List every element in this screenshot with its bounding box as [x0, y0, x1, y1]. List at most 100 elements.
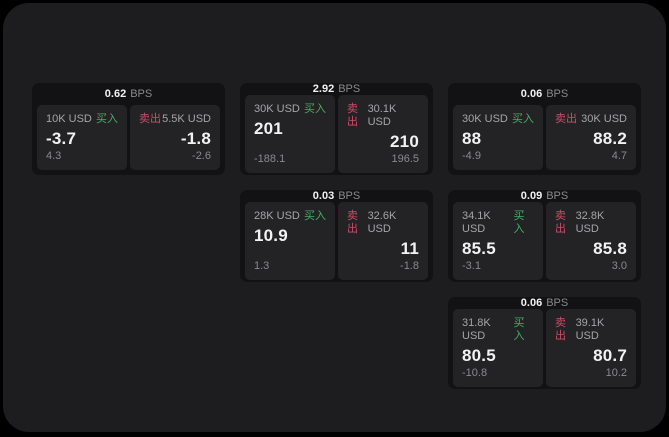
- bps-value: 0.06: [520, 88, 543, 100]
- buy-header-row: 30K USD 买入: [254, 103, 326, 116]
- sell-label[interactable]: 卖出: [555, 113, 577, 125]
- buy-value: 88: [462, 129, 482, 148]
- buy-label[interactable]: 买入: [513, 210, 525, 235]
- buy-panel[interactable]: 10K USD 买入 -3.7 4.3: [37, 105, 127, 170]
- sell-amount: 30.1K USD: [367, 103, 397, 128]
- buy-panel[interactable]: 30K USD 买入 201 -188.1: [245, 95, 335, 173]
- buy-label[interactable]: 买入: [513, 317, 525, 342]
- sell-panel[interactable]: 卖出 39.1K USD 80.7 10.2: [546, 309, 636, 387]
- sell-label[interactable]: 卖出: [555, 210, 566, 235]
- sell-value: -1.8: [180, 129, 211, 148]
- buy-panel[interactable]: 30K USD 买入 88 -4.9: [453, 105, 543, 170]
- quote-card: 0.06 BPS 30K USD 买入 88 -4.9 卖出 30K USD 8…: [448, 83, 641, 175]
- sell-delta: 3.0: [611, 260, 627, 272]
- bps-unit-label: BPS: [338, 190, 361, 202]
- sell-delta: 10.2: [605, 367, 627, 379]
- sell-value: 88.2: [593, 129, 627, 148]
- cards-grid: 0.62 BPS 10K USD 买入 -3.7 4.3 卖出 5.5K USD…: [32, 83, 641, 389]
- sell-delta: 4.7: [611, 150, 627, 162]
- sell-panel[interactable]: 卖出 32.6K USD 11 -1.8: [338, 202, 428, 280]
- buy-amount: 34.1K USD: [462, 210, 491, 235]
- card-header: 2.92 BPS: [240, 83, 433, 95]
- sell-header-row: 卖出 32.8K USD: [555, 210, 627, 236]
- buy-value: 10.9: [254, 226, 288, 245]
- bps-unit-label: BPS: [546, 297, 569, 309]
- sell-label[interactable]: 卖出: [347, 103, 358, 128]
- sell-panel[interactable]: 卖出 30.1K USD 210 196.5: [338, 95, 428, 173]
- buy-panel[interactable]: 31.8K USD 买入 80.5 -10.8: [453, 309, 543, 387]
- sell-value: 11: [400, 239, 419, 258]
- sell-amount: 5.5K USD: [162, 113, 211, 125]
- sell-delta: -2.6: [192, 150, 211, 162]
- sell-header-row: 卖出 39.1K USD: [555, 317, 627, 343]
- card-body: 31.8K USD 买入 80.5 -10.8 卖出 39.1K USD 80.…: [448, 309, 641, 392]
- buy-amount: 28K USD: [254, 210, 300, 222]
- sell-panel[interactable]: 卖出 30K USD 88.2 4.7: [546, 105, 636, 170]
- sell-value: 85.8: [593, 239, 627, 258]
- bps-unit-label: BPS: [546, 88, 569, 100]
- sell-delta: 196.5: [391, 153, 419, 165]
- sell-header-row: 卖出 5.5K USD: [139, 113, 211, 126]
- bps-unit-label: BPS: [130, 88, 153, 100]
- buy-value: -3.7: [46, 129, 77, 148]
- quote-card: 0.09 BPS 34.1K USD 买入 85.5 -3.1 卖出 32.8K…: [448, 190, 641, 282]
- sell-panel[interactable]: 卖出 5.5K USD -1.8 -2.6: [130, 105, 220, 170]
- buy-delta: -3.1: [462, 260, 481, 272]
- quote-card: 0.03 BPS 28K USD 买入 10.9 1.3 卖出 32.6K US…: [240, 190, 433, 282]
- bps-value: 0.06: [520, 297, 543, 309]
- bps-unit-label: BPS: [338, 83, 361, 95]
- bps-value: 0.09: [520, 190, 543, 202]
- buy-delta: -10.8: [462, 367, 488, 379]
- quote-card: 0.62 BPS 10K USD 买入 -3.7 4.3 卖出 5.5K USD…: [32, 83, 225, 175]
- sell-amount: 32.6K USD: [367, 210, 397, 235]
- sell-label[interactable]: 卖出: [347, 210, 358, 235]
- buy-header-row: 31.8K USD 买入: [462, 317, 534, 343]
- card-header: 0.06 BPS: [448, 83, 641, 105]
- buy-value: 85.5: [462, 239, 496, 258]
- buy-label[interactable]: 买入: [304, 210, 326, 222]
- buy-delta: 1.3: [254, 260, 270, 272]
- buy-value: 80.5: [462, 346, 496, 365]
- buy-amount: 31.8K USD: [462, 317, 491, 342]
- buy-panel[interactable]: 28K USD 买入 10.9 1.3: [245, 202, 335, 280]
- sell-panel[interactable]: 卖出 32.8K USD 85.8 3.0: [546, 202, 636, 280]
- buy-delta: 4.3: [46, 150, 62, 162]
- main-panel: 0.62 BPS 10K USD 买入 -3.7 4.3 卖出 5.5K USD…: [3, 3, 666, 432]
- sell-amount: 30K USD: [581, 113, 627, 125]
- card-body: 30K USD 买入 88 -4.9 卖出 30K USD 88.2 4.7: [448, 105, 641, 175]
- buy-amount: 10K USD: [46, 113, 92, 125]
- card-header: 0.62 BPS: [32, 83, 225, 105]
- buy-label[interactable]: 买入: [96, 113, 118, 125]
- sell-delta: -1.8: [400, 260, 419, 272]
- card-body: 34.1K USD 买入 85.5 -3.1 卖出 32.8K USD 85.8…: [448, 202, 641, 285]
- sell-label[interactable]: 卖出: [555, 317, 566, 342]
- bps-value: 2.92: [312, 83, 335, 95]
- quote-card: 0.06 BPS 31.8K USD 买入 80.5 -10.8 卖出 39.1…: [448, 297, 641, 389]
- buy-amount: 30K USD: [462, 113, 508, 125]
- sell-value: 210: [390, 132, 419, 151]
- sell-header-row: 卖出 30.1K USD: [347, 103, 419, 129]
- buy-delta: -4.9: [462, 150, 481, 162]
- sell-label[interactable]: 卖出: [139, 113, 161, 125]
- card-body: 28K USD 买入 10.9 1.3 卖出 32.6K USD 11 -1.8: [240, 202, 433, 285]
- sell-header-row: 卖出 32.6K USD: [347, 210, 419, 236]
- sell-amount: 32.8K USD: [575, 210, 605, 235]
- buy-panel[interactable]: 34.1K USD 买入 85.5 -3.1: [453, 202, 543, 280]
- buy-delta: -188.1: [254, 153, 286, 165]
- sell-amount: 39.1K USD: [575, 317, 605, 342]
- bps-unit-label: BPS: [546, 190, 569, 202]
- sell-value: 80.7: [593, 346, 627, 365]
- bps-value: 0.03: [312, 190, 335, 202]
- buy-label[interactable]: 买入: [512, 113, 534, 125]
- quote-card: 2.92 BPS 30K USD 买入 201 -188.1 卖出 30.1K …: [240, 83, 433, 175]
- buy-header-row: 10K USD 买入: [46, 113, 118, 126]
- bps-value: 0.62: [104, 88, 127, 100]
- sell-header-row: 卖出 30K USD: [555, 113, 627, 126]
- buy-header-row: 28K USD 买入: [254, 210, 326, 223]
- card-header: 0.03 BPS: [240, 190, 433, 202]
- card-body: 10K USD 买入 -3.7 4.3 卖出 5.5K USD -1.8 -2.…: [32, 105, 225, 175]
- buy-header-row: 34.1K USD 买入: [462, 210, 534, 236]
- buy-label[interactable]: 买入: [304, 103, 326, 115]
- buy-value: 201: [254, 119, 283, 138]
